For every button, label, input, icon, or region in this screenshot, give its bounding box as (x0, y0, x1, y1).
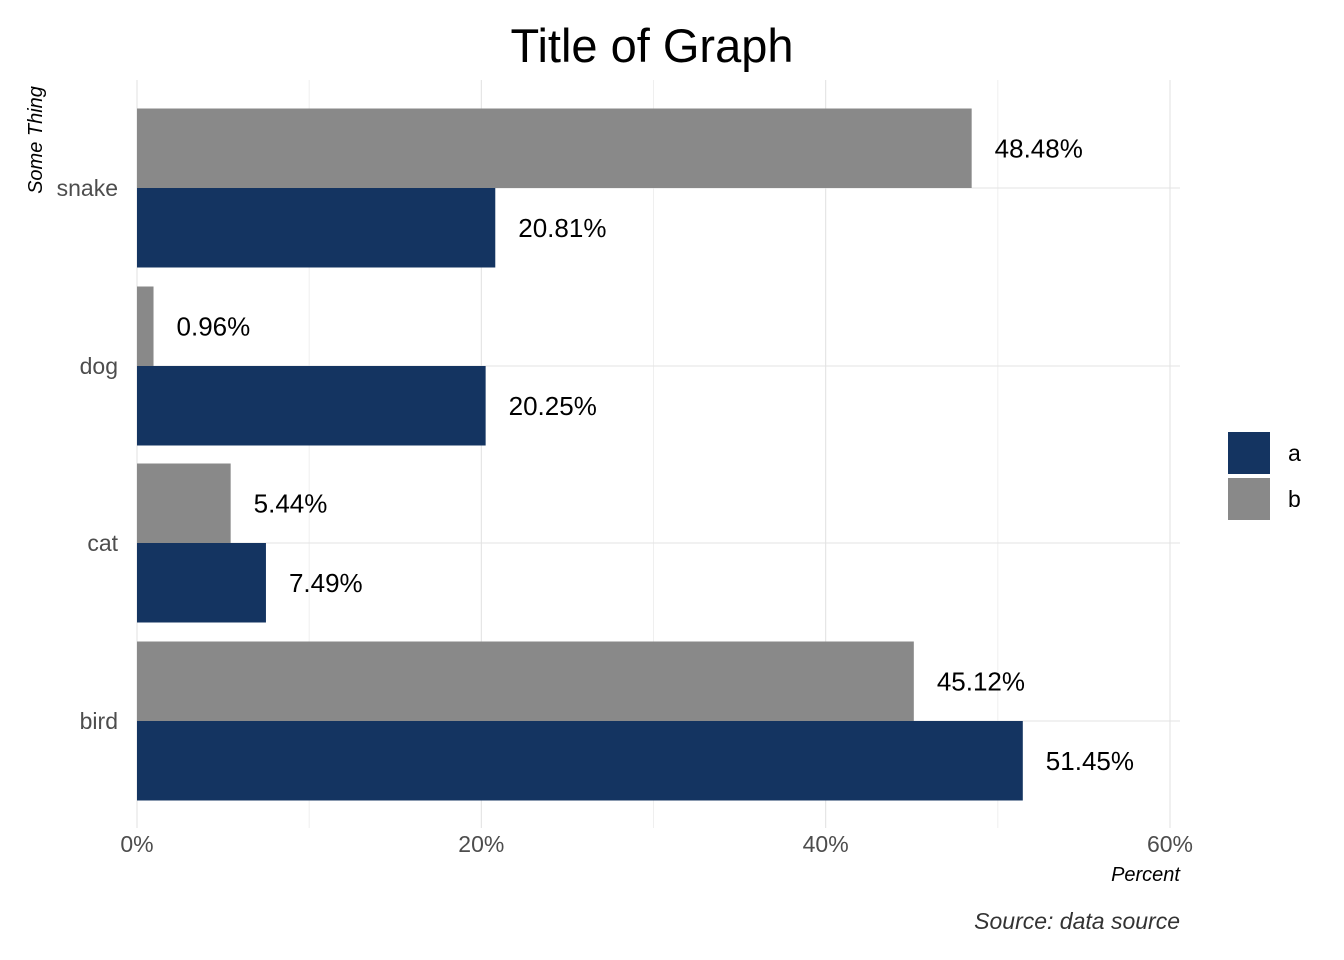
data-label-a-snake: 20.81% (518, 213, 606, 243)
chart-caption: Source: data source (974, 908, 1180, 934)
x-tick-label: 40% (803, 831, 849, 857)
data-labels: 51.45% 7.49% 20.25% 20.81% 45.12% 5.44% 0.96% 4… (177, 133, 1134, 776)
legend-key-b (1228, 478, 1270, 520)
legend-label-b: b (1288, 486, 1301, 512)
y-tick-label-cat: cat (87, 530, 118, 556)
data-label-a-dog: 20.25% (509, 391, 597, 421)
x-axis-tick-labels: 0% 20% 40% 60% (120, 831, 1193, 857)
bars (137, 108, 1023, 801)
legend-label-a: a (1288, 440, 1301, 466)
bar-a-bird (137, 721, 1023, 801)
bar-a-snake (137, 188, 496, 268)
y-tick-label-dog: dog (80, 353, 118, 379)
chart-title: Title of Graph (511, 19, 794, 72)
x-tick-label: 20% (458, 831, 504, 857)
bar-a-dog (137, 366, 486, 446)
legend-key-a (1228, 432, 1270, 474)
y-tick-label-snake: snake (57, 175, 118, 201)
data-label-b-cat: 5.44% (254, 488, 328, 518)
y-axis-tick-labels: bird cat dog snake (57, 175, 119, 734)
bar-b-cat (137, 463, 231, 543)
x-tick-label: 60% (1147, 831, 1193, 857)
bar-b-dog (137, 286, 154, 366)
data-label-a-cat: 7.49% (289, 568, 363, 598)
bar-b-snake (137, 108, 972, 188)
data-label-b-snake: 48.48% (995, 133, 1083, 163)
y-tick-label-bird: bird (80, 708, 118, 734)
bar-a-cat (137, 543, 266, 623)
data-label-b-dog: 0.96% (177, 311, 251, 341)
data-label-b-bird: 45.12% (937, 666, 1025, 696)
x-tick-label: 0% (120, 831, 153, 857)
x-axis-title: Percent (1111, 864, 1181, 886)
legend: ab (1228, 432, 1301, 520)
y-axis-title: Some Thing (25, 86, 47, 194)
data-label-a-bird: 51.45% (1046, 746, 1134, 776)
bar-b-bird (137, 641, 914, 721)
